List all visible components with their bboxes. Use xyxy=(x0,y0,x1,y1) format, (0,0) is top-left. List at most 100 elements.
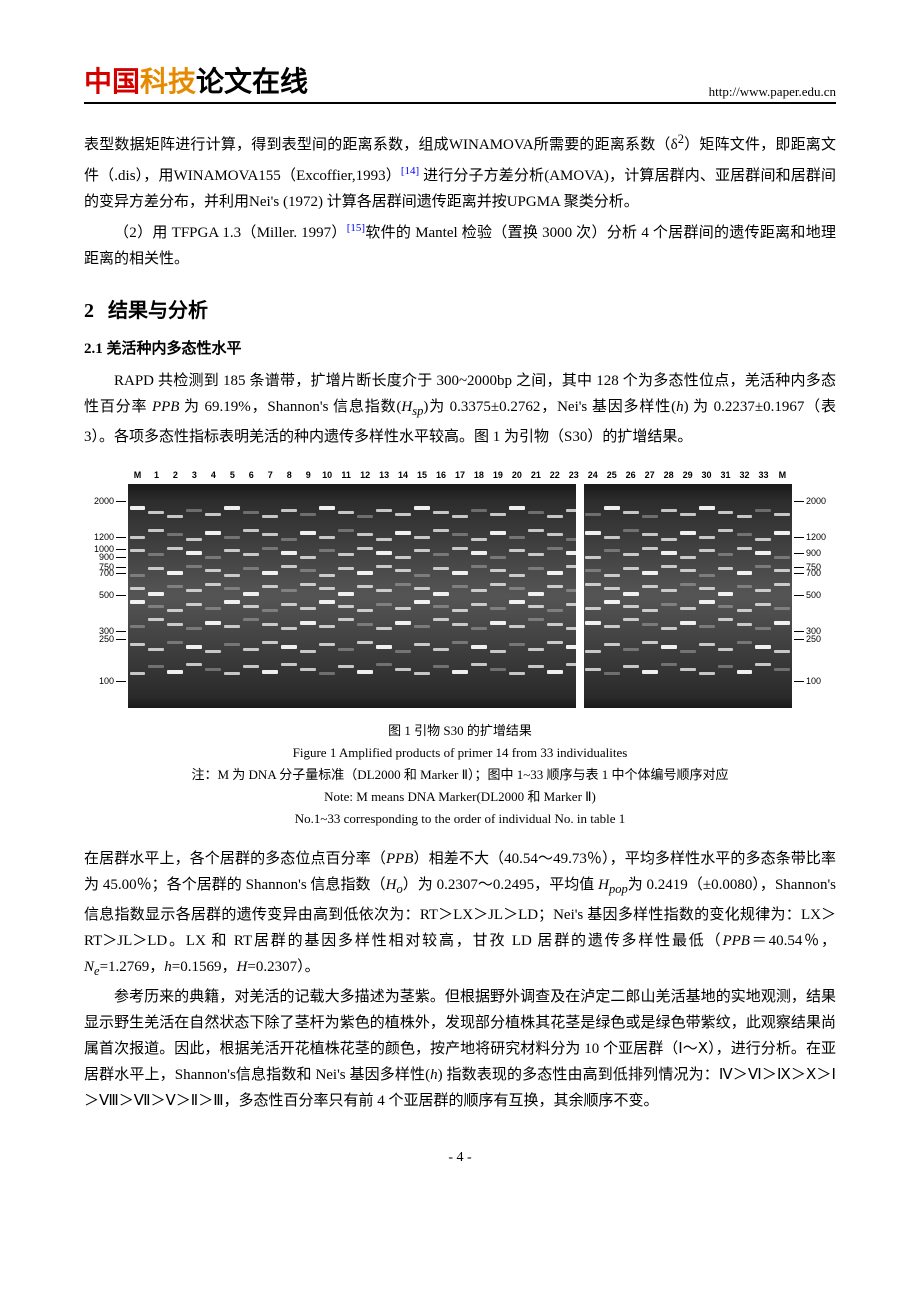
gel-band xyxy=(528,567,544,570)
gel-band xyxy=(642,609,658,612)
gel-band xyxy=(186,509,202,512)
gel-band xyxy=(130,600,146,604)
gel-band xyxy=(376,589,392,592)
gel-band xyxy=(243,665,259,668)
gel-band xyxy=(414,506,430,510)
left-marker-label: 2000 xyxy=(94,496,126,506)
gel-band xyxy=(376,565,392,568)
p4-ne: N xyxy=(84,959,94,975)
logo-part-3: 论文在线 xyxy=(196,66,308,97)
gel-band xyxy=(224,600,240,604)
p4-c: ）为 0.2307～0.2495，平均值 xyxy=(403,877,598,893)
gel-band xyxy=(186,603,202,606)
left-marker-label: 900 xyxy=(99,552,126,562)
p4-ppb2: PPB xyxy=(722,933,750,949)
gel-band xyxy=(737,571,753,575)
gel-band xyxy=(490,607,506,610)
gel-band xyxy=(547,609,563,612)
gel-band xyxy=(395,650,411,653)
gel-lane xyxy=(318,484,337,708)
gel-band xyxy=(699,536,715,539)
gel-band xyxy=(433,665,449,668)
gel-band xyxy=(148,529,164,532)
right-marker-label: 250 xyxy=(794,634,821,644)
lane-number: 20 xyxy=(507,470,526,480)
gel-band xyxy=(205,668,221,671)
gel-band xyxy=(319,625,335,628)
gel-band xyxy=(585,531,601,535)
gel-band xyxy=(585,668,601,671)
section-2-heading: 2 结果与分析 xyxy=(84,294,836,323)
gel-band xyxy=(642,571,658,575)
gel-band xyxy=(452,547,468,550)
gel-lane xyxy=(640,484,659,708)
gel-band xyxy=(642,641,658,644)
gel-band xyxy=(699,672,715,675)
p4-g: =0.1569， xyxy=(172,959,237,975)
gel-band xyxy=(528,648,544,651)
gel-band xyxy=(281,509,297,512)
gel-band xyxy=(680,583,696,586)
gel-band xyxy=(300,621,316,625)
gel-lane xyxy=(716,484,735,708)
site-logo: 中国科技论文在线 xyxy=(84,60,308,100)
paragraph-4: 在居群水平上，各个居群的多态位点百分率（PPB）相差不大（40.54～49.73… xyxy=(84,846,836,984)
gel-band xyxy=(414,574,430,577)
section-2-title: 结果与分析 xyxy=(108,300,208,322)
gel-band xyxy=(262,641,278,644)
gel-band xyxy=(414,625,430,628)
gel-band xyxy=(433,592,449,596)
caption-line-1: 图 1 引物 S30 的扩增结果 xyxy=(84,720,836,742)
gel-band xyxy=(376,551,392,555)
lane-number: 21 xyxy=(526,470,545,480)
gel-band xyxy=(262,515,278,518)
paragraph-1: 表型数据矩阵进行计算，得到表型间的距离系数，组成WINAMOVA所需要的距离系数… xyxy=(84,126,836,215)
gel-band xyxy=(528,665,544,668)
gel-band xyxy=(604,672,620,675)
gel-band xyxy=(414,587,430,590)
gel-band xyxy=(319,672,335,675)
gel-band xyxy=(338,511,354,514)
gel-band xyxy=(357,623,373,626)
gel-band xyxy=(338,648,354,651)
gel-band xyxy=(130,672,146,675)
gel-band xyxy=(509,672,525,675)
gel-band xyxy=(718,567,734,570)
gel-split-gap xyxy=(576,484,584,708)
left-marker-label: 500 xyxy=(99,590,126,600)
lane-number: 11 xyxy=(337,470,356,480)
header-url: http://www.paper.edu.cn xyxy=(709,84,836,100)
gel-band xyxy=(661,565,677,568)
lane-number: 5 xyxy=(223,470,242,480)
gel-band xyxy=(528,592,544,596)
gel-band xyxy=(699,587,715,590)
gel-band xyxy=(395,513,411,516)
gel-band xyxy=(433,529,449,532)
gel-band xyxy=(547,533,563,536)
gel-band xyxy=(376,509,392,512)
gel-band xyxy=(452,585,468,588)
gel-band xyxy=(623,529,639,532)
p5-h: h xyxy=(430,1067,438,1083)
gel-band xyxy=(224,574,240,577)
gel-band xyxy=(774,583,790,586)
gel-band xyxy=(205,621,221,625)
gel-band xyxy=(357,585,373,588)
gel-band xyxy=(414,643,430,646)
gel-band xyxy=(167,641,183,644)
gel-band xyxy=(357,670,373,674)
lane-number: 26 xyxy=(621,470,640,480)
gel-band xyxy=(755,509,771,512)
gel-lane xyxy=(602,484,621,708)
gel-band xyxy=(338,592,354,596)
gel-band xyxy=(585,621,601,625)
gel-band xyxy=(718,618,734,621)
gel-band xyxy=(585,513,601,516)
caption-line-3: 注：M 为 DNA 分子量标准（DL2000 和 Marker Ⅱ）；图中 1~… xyxy=(84,764,836,786)
gel-lane xyxy=(754,484,773,708)
right-marker-label: 500 xyxy=(794,590,821,600)
gel-band xyxy=(471,663,487,666)
p1-text-a: 表型数据矩阵进行计算，得到表型间的距离系数，组成WINAMOVA所需要的距离系数… xyxy=(84,137,678,153)
gel-band xyxy=(737,670,753,674)
section-2-number: 2 xyxy=(84,300,94,323)
